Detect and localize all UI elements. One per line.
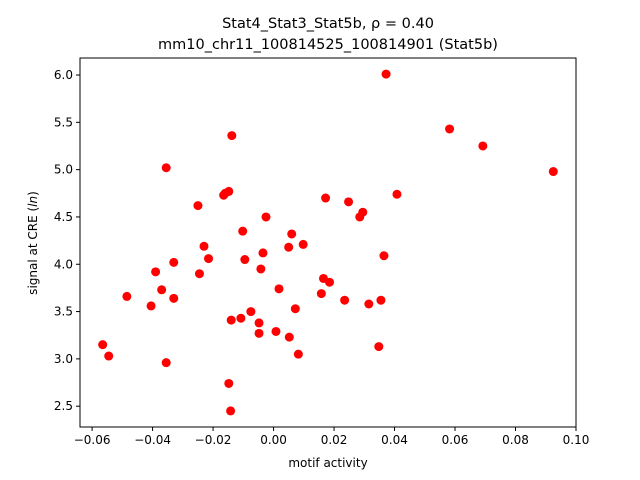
data-point-17: [224, 186, 234, 196]
data-point-34: [284, 332, 294, 342]
data-point-21: [227, 131, 237, 141]
y-tick-label: 5.5: [54, 115, 73, 129]
data-point-19: [226, 406, 236, 416]
y-tick-label: 6.0: [54, 68, 73, 82]
plot-area-frame: [79, 57, 577, 428]
chart-title: Stat4_Stat3_Stat5b, ρ = 0.40 mm10_chr11_…: [158, 16, 498, 53]
data-point-14: [204, 254, 214, 264]
data-point-44: [344, 197, 354, 207]
y-tick-label: 5.0: [54, 163, 73, 177]
data-point-43: [340, 295, 350, 305]
data-point-11: [193, 201, 203, 211]
data-point-8: [161, 358, 171, 368]
data-point-6: [157, 285, 167, 295]
data-point-54: [478, 141, 488, 151]
data-point-48: [374, 342, 384, 352]
x-tick-label: 0.04: [381, 433, 408, 447]
data-point-5: [151, 267, 161, 277]
x-tick-label: −0.02: [195, 433, 232, 447]
data-point-2: [104, 351, 114, 361]
data-point-18: [224, 378, 234, 388]
data-point-46: [358, 207, 368, 217]
data-point-39: [316, 289, 326, 299]
data-point-50: [379, 251, 389, 261]
y-tick-label: 4.5: [54, 210, 73, 224]
data-point-12: [194, 269, 204, 279]
x-axis-label: motif activity: [288, 456, 367, 470]
data-point-47: [364, 299, 374, 309]
y-axis-label-italic: ln: [26, 196, 40, 207]
data-point-42: [325, 277, 335, 287]
y-tick-label: 3.0: [54, 352, 73, 366]
data-point-33: [284, 242, 294, 252]
data-point-51: [381, 69, 391, 79]
x-tick-label: 0.10: [563, 433, 590, 447]
x-tick-label: −0.04: [134, 433, 171, 447]
data-point-41: [321, 193, 331, 203]
data-point-26: [254, 318, 264, 328]
data-point-28: [256, 264, 266, 274]
data-point-36: [290, 304, 300, 314]
data-point-1: [98, 340, 108, 350]
data-point-27: [254, 328, 264, 338]
data-point-55: [548, 167, 558, 177]
y-axis-label: signal at CRE (ln): [26, 191, 40, 295]
data-point-52: [392, 189, 402, 199]
data-point-35: [287, 229, 297, 239]
y-axis-ticks: 2.5 3.0 3.5 4.0 4.5 5.0 5.5 6.0: [54, 68, 80, 413]
chart-title-line-2: mm10_chr11_100814525_100814901 (Stat5b): [158, 37, 498, 53]
data-point-4: [146, 301, 156, 311]
data-point-10: [169, 257, 179, 267]
chart-title-line-1: Stat4_Stat3_Stat5b, ρ = 0.40: [222, 16, 434, 32]
data-point-9: [169, 293, 179, 303]
y-tick-label: 3.5: [54, 305, 73, 319]
data-point-29: [258, 248, 268, 258]
data-point-31: [271, 326, 281, 336]
data-point-53: [445, 124, 455, 134]
data-point-37: [293, 349, 303, 359]
data-point-23: [238, 226, 248, 236]
y-tick-label: 4.0: [54, 257, 73, 271]
data-point-38: [298, 239, 308, 249]
data-point-7: [161, 163, 171, 173]
data-point-22: [236, 313, 246, 323]
data-point-13: [199, 241, 209, 251]
x-tick-label: 0.08: [502, 433, 529, 447]
y-axis-label-prefix: signal at CRE (: [26, 207, 40, 295]
data-point-3: [122, 291, 132, 301]
x-tick-label: 0.00: [260, 433, 287, 447]
data-point-32: [274, 284, 284, 294]
data-point-49: [376, 295, 386, 305]
x-tick-label: −0.06: [74, 433, 111, 447]
x-tick-label: 0.02: [321, 433, 348, 447]
y-axis-label-suffix: ): [26, 191, 40, 196]
x-tick-label: 0.06: [442, 433, 469, 447]
y-tick-label: 2.5: [54, 399, 73, 413]
x-axis-ticks: −0.06 −0.04 −0.02 0.00 0.02 0.04 0.06 0.08 0.10: [74, 427, 590, 447]
data-point-24: [240, 255, 250, 265]
data-point-25: [246, 307, 256, 317]
data-point-30: [261, 212, 271, 222]
data-point-20: [226, 315, 236, 325]
data-points: [98, 69, 558, 416]
